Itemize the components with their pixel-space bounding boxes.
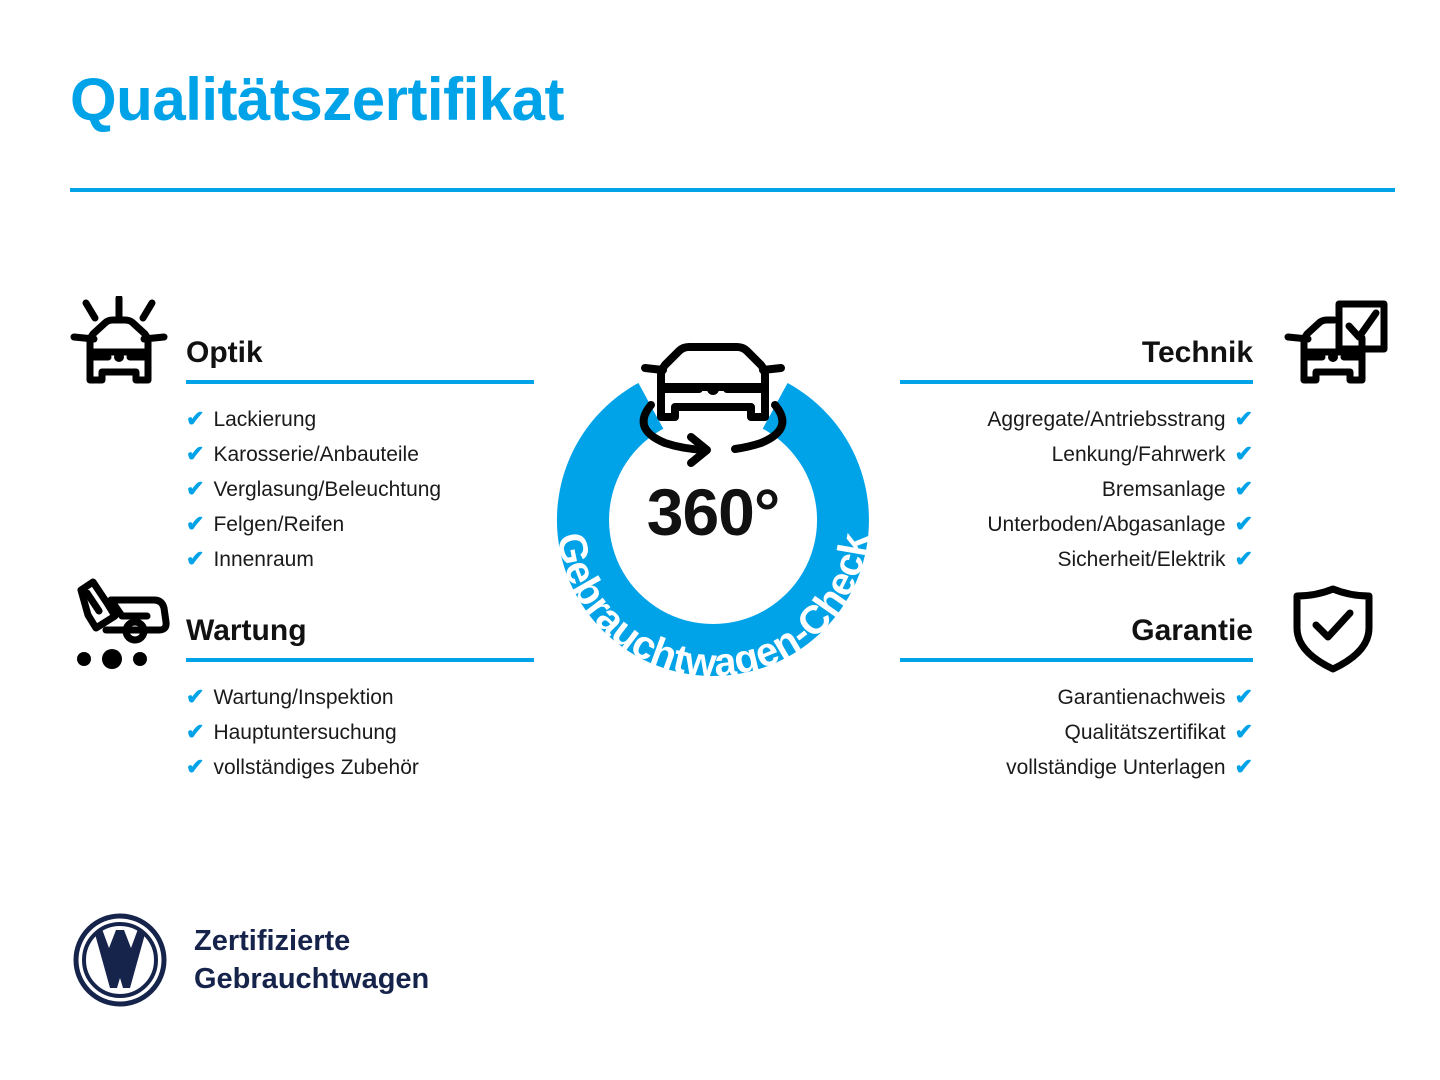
list-item-label: Bremsanlage bbox=[1101, 478, 1226, 501]
car-checkbox-icon bbox=[1282, 298, 1390, 392]
section-divider-garantie bbox=[900, 658, 1253, 662]
section-divider-optik bbox=[186, 380, 534, 384]
check-icon: ✔ bbox=[186, 441, 205, 466]
gebrauchtwagen-check-badge: Gebrauchtwagen-Check 360° bbox=[513, 283, 913, 703]
checklist-technik: Aggregate/Antriebsstrang ✔ Lenkung/Fahrwe… bbox=[900, 402, 1253, 577]
list-item: Bremsanlage ✔ bbox=[900, 472, 1253, 507]
shield-check-icon bbox=[1290, 584, 1376, 674]
list-item: ✔ Karosserie/Anbauteile bbox=[186, 437, 534, 472]
badge-center-value: 360° bbox=[646, 475, 781, 549]
list-item-label: vollständige Unterlagen bbox=[1006, 756, 1226, 779]
check-icon: ✔ bbox=[1234, 441, 1253, 466]
check-icon: ✔ bbox=[186, 684, 205, 709]
list-item-label: Garantienachweis bbox=[1057, 686, 1226, 709]
list-item: ✔ Innenraum bbox=[186, 542, 534, 577]
check-icon: ✔ bbox=[186, 546, 205, 571]
check-icon: ✔ bbox=[1234, 476, 1253, 501]
list-item-label: Innenraum bbox=[213, 548, 314, 571]
section-heading-optik: Optik bbox=[186, 336, 263, 369]
checklist-wartung: ✔ Wartung/Inspektion ✔ Hauptuntersuchung ✔… bbox=[186, 680, 534, 785]
check-icon: ✔ bbox=[1234, 754, 1253, 779]
section-heading-garantie: Garantie bbox=[1131, 614, 1253, 647]
vw-logo bbox=[73, 913, 167, 1007]
section-optik: Optik ✔ Lackierung ✔ Karosserie/Anbauteile… bbox=[186, 338, 534, 577]
list-item: ✔ vollständiges Zubehör bbox=[186, 750, 534, 785]
checklist-garantie: Garantienachweis ✔ Qualitätszertifikat ✔ v… bbox=[900, 680, 1253, 785]
list-item-label: Qualitätszertifikat bbox=[1064, 721, 1226, 744]
list-item: ✔ Hauptuntersuchung bbox=[186, 715, 534, 750]
list-item: ✔ Wartung/Inspektion bbox=[186, 680, 534, 715]
list-item-label: Hauptuntersuchung bbox=[213, 721, 397, 744]
list-item-label: Wartung/Inspektion bbox=[213, 686, 394, 709]
list-item: Aggregate/Antriebsstrang ✔ bbox=[900, 402, 1253, 437]
list-item: vollständige Unterlagen ✔ bbox=[900, 750, 1253, 785]
list-item-label: Lenkung/Fahrwerk bbox=[1051, 443, 1226, 466]
check-icon: ✔ bbox=[186, 476, 205, 501]
check-icon: ✔ bbox=[1234, 546, 1253, 571]
check-icon: ✔ bbox=[186, 406, 205, 431]
list-item: Unterboden/Abgasanlage ✔ bbox=[900, 507, 1253, 542]
list-item-label: Karosserie/Anbauteile bbox=[213, 443, 419, 466]
section-heading-wartung: Wartung bbox=[186, 614, 307, 647]
list-item-label: Sicherheit/Elektrik bbox=[1057, 548, 1226, 571]
list-item-label: Unterboden/Abgasanlage bbox=[987, 513, 1226, 536]
check-icon: ✔ bbox=[1234, 719, 1253, 744]
list-item: ✔ Verglasung/Beleuchtung bbox=[186, 472, 534, 507]
page-title: Qualitätszertifikat bbox=[70, 66, 564, 133]
list-item-label: vollständiges Zubehör bbox=[213, 756, 419, 779]
section-divider-technik bbox=[900, 380, 1253, 384]
list-item: Qualitätszertifikat ✔ bbox=[900, 715, 1254, 750]
footer-brand-text: Zertifizierte Gebrauchtwagen bbox=[194, 924, 430, 995]
badge-ring-gap bbox=[621, 351, 805, 520]
footer-brand: Zertifizierte Gebrauchtwagen bbox=[72, 912, 429, 1008]
badge-ring bbox=[556, 364, 869, 676]
list-item-label: Felgen/Reifen bbox=[213, 513, 345, 536]
section-heading-technik: Technik bbox=[1141, 336, 1253, 369]
section-wartung: Wartung ✔ Wartung/Inspektion ✔ Hauptunters… bbox=[186, 616, 534, 785]
header-divider bbox=[70, 188, 1395, 192]
section-divider-wartung bbox=[186, 658, 534, 662]
check-icon: ✔ bbox=[1234, 684, 1253, 709]
check-icon: ✔ bbox=[1234, 511, 1253, 536]
check-icon: ✔ bbox=[186, 754, 205, 779]
list-item-label: Aggregate/Antriebsstrang bbox=[987, 408, 1226, 431]
pen-car-service-icon bbox=[62, 578, 174, 670]
check-icon: ✔ bbox=[186, 511, 205, 536]
car-rotation-icon bbox=[639, 343, 787, 467]
list-item: Sicherheit/Elektrik ✔ bbox=[900, 542, 1254, 577]
check-icon: ✔ bbox=[1234, 406, 1253, 431]
section-technik: Technik Aggregate/Antriebsstrang ✔ Lenkun… bbox=[900, 338, 1253, 577]
checklist-optik: ✔ Lackierung ✔ Karosserie/Anbauteile ✔ Verg… bbox=[186, 402, 534, 577]
list-item: ✔ Felgen/Reifen bbox=[186, 507, 534, 542]
list-item: Garantienachweis ✔ bbox=[900, 680, 1253, 715]
section-garantie: Garantie Garantienachweis ✔ Qualitätszert… bbox=[900, 616, 1253, 785]
car-shine-icon bbox=[64, 294, 174, 392]
list-item: ✔ Lackierung bbox=[186, 402, 534, 437]
list-item: Lenkung/Fahrwerk ✔ bbox=[900, 437, 1253, 472]
list-item-label: Lackierung bbox=[213, 408, 317, 431]
list-item-label: Verglasung/Beleuchtung bbox=[213, 478, 442, 501]
check-icon: ✔ bbox=[186, 719, 205, 744]
